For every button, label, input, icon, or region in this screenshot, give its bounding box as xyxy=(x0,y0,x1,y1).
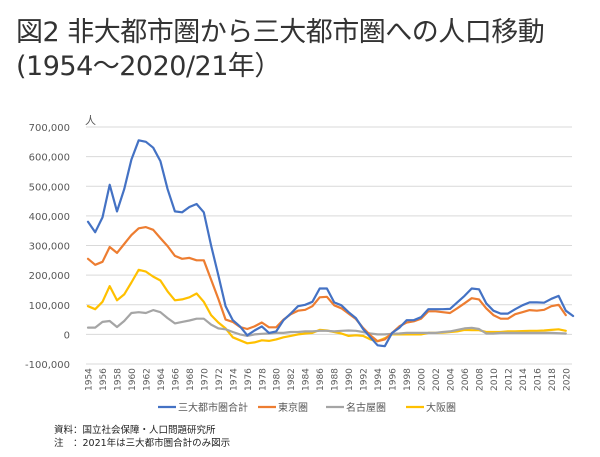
x-tick-label: 2016 xyxy=(533,368,543,391)
series-line-三大都市圏合計 xyxy=(86,139,575,348)
x-tick-label: 1968 xyxy=(186,368,196,391)
legend: 三大都市圏合計 東京圏 名古屋圏 大阪圏 xyxy=(158,401,456,414)
y-tick-label: 100,000 xyxy=(29,301,70,312)
x-tick-label: 1960 xyxy=(128,368,138,391)
x-tick-label: 2020 xyxy=(562,368,572,391)
x-tick-label: 1962 xyxy=(142,368,152,391)
legend-item: 三大都市圏合計 xyxy=(158,401,248,414)
x-tick-label: 1972 xyxy=(215,368,225,391)
series-line-名古屋圏 xyxy=(86,309,567,337)
x-tick-label: 1978 xyxy=(258,368,268,391)
source-notes: 資料：国立社会保障・人口問題研究所 注 ：2021年は三大都市圏合計のみ図示 xyxy=(54,424,230,450)
x-tick-label: 1954 xyxy=(85,368,95,391)
legend-label: 大阪圏 xyxy=(426,401,456,414)
x-tick-label: 2002 xyxy=(432,368,442,391)
x-tick-label: 2012 xyxy=(504,368,514,391)
x-tick-label: 1964 xyxy=(157,368,167,391)
y-tick-label: 600,000 xyxy=(29,153,70,164)
x-axis-ticks: 1954 1956 1958 1960 1962 1964 1966 1968 1970 1972… xyxy=(85,368,573,391)
y-tick-label: 200,000 xyxy=(29,271,70,282)
x-tick-label: 1996 xyxy=(389,368,399,391)
y-axis-ticks: 700,000 600,000 500,000 400,000 300,000 200,0… xyxy=(25,123,70,371)
x-tick-label: 1980 xyxy=(273,368,283,391)
legend-item: 名古屋圏 xyxy=(326,401,386,414)
chart-title-line1: 図2 非大都市圏から三大都市圏への人口移動 xyxy=(16,17,545,48)
legend-label: 東京圏 xyxy=(278,401,308,414)
x-tick-label: 2018 xyxy=(548,368,558,391)
source-note: 資料：国立社会保障・人口問題研究所 xyxy=(54,425,216,436)
x-tick-label: 1966 xyxy=(171,368,181,391)
legend-label: 名古屋圏 xyxy=(346,401,386,414)
x-tick-label: 1990 xyxy=(345,368,355,391)
x-tick-label: 1988 xyxy=(331,368,341,391)
x-tick-label: 1992 xyxy=(360,368,370,391)
series-line-東京圏 xyxy=(86,226,567,343)
x-tick-label: 1986 xyxy=(316,368,326,391)
series-line-大阪圏 xyxy=(86,268,567,345)
y-tick-label: 500,000 xyxy=(29,182,70,193)
footnote: 注 ：2021年は三大都市圏合計のみ図示 xyxy=(54,438,231,449)
x-tick-label: 2014 xyxy=(519,368,529,391)
chart-title-line2: (1954〜2020/21年） xyxy=(16,51,281,82)
y-axis-label: 人 xyxy=(85,114,96,127)
series-lines xyxy=(86,139,575,348)
y-tick-label: -100,000 xyxy=(25,360,70,371)
y-tick-label: 700,000 xyxy=(29,123,70,134)
y-tick-label: 400,000 xyxy=(29,212,70,223)
x-tick-label: 1998 xyxy=(403,368,413,391)
x-tick-label: 1994 xyxy=(374,368,384,391)
gridlines xyxy=(86,126,572,365)
x-tick-label: 1956 xyxy=(99,368,109,391)
y-tick-label: 0 xyxy=(64,330,70,341)
x-tick-label: 2000 xyxy=(418,368,428,391)
x-tick-label: 1970 xyxy=(200,368,210,391)
x-tick-label: 2006 xyxy=(461,368,471,391)
x-tick-label: 2010 xyxy=(490,368,500,391)
legend-label: 三大都市圏合計 xyxy=(178,401,248,414)
x-tick-label: 2008 xyxy=(475,368,485,391)
y-tick-label: 300,000 xyxy=(29,242,70,253)
x-tick-label: 1976 xyxy=(244,368,254,391)
x-tick-label: 2004 xyxy=(447,368,457,391)
x-tick-label: 1958 xyxy=(113,368,123,391)
legend-item: 大阪圏 xyxy=(406,401,456,414)
chart-title: 図2 非大都市圏から三大都市圏への人口移動 (1954〜2020/21年） xyxy=(16,16,545,84)
x-tick-label: 1974 xyxy=(229,368,239,391)
x-tick-label: 1984 xyxy=(302,368,312,391)
legend-item: 東京圏 xyxy=(258,401,308,414)
x-tick-label: 1982 xyxy=(287,368,297,391)
